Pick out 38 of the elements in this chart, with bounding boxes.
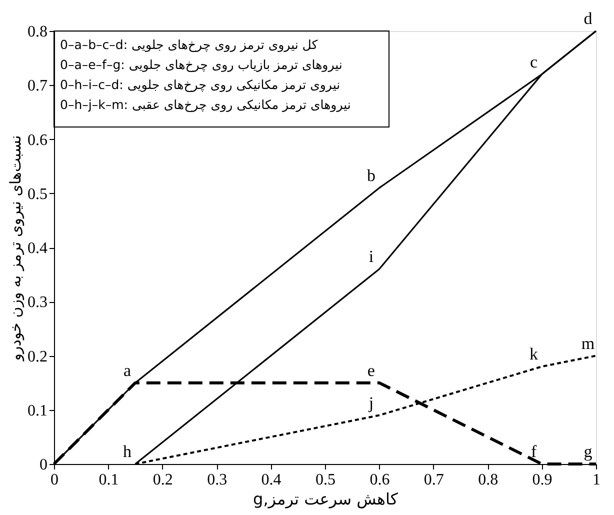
annotation: m [581, 334, 595, 353]
y-tick-label: 0.2 [28, 348, 48, 366]
y-tick-label: 0.5 [28, 186, 48, 203]
annotation: d [584, 9, 593, 28]
x-tick-label: 0.7 [424, 472, 444, 488]
annotation: k [530, 344, 539, 364]
annotation: 0–h–i–c–d: نیروی ترمز مکانیکی روی چرخ‌های جلویی [60, 77, 340, 93]
x-tick-label: 0.3 [207, 472, 228, 488]
y-tick-label: 0.6 [28, 132, 48, 149]
annotation: 0–a–b–c–d: کل نیروی ترمز روی چرخ‌های جلویی [60, 37, 318, 53]
y-tick-label: 0.7 [28, 78, 48, 95]
x-tick-label: 0.4 [261, 472, 282, 488]
annotation: 0–a–e–f–g: نیروهای ترمز بازیاب روی چرخ‌های جلویی [60, 57, 342, 73]
x-tick-label: 0.2 [152, 472, 173, 488]
y-axis-title: نسبت‌های نیروی ترمز به وزن خودرو [6, 135, 24, 362]
annotation: c [530, 52, 538, 72]
annotation: h [123, 442, 132, 461]
x-tick-label: 0.6 [370, 472, 390, 488]
x-tick-label: 0 [50, 472, 58, 488]
x-axis-title: g,کاهش سرعت ترمز [253, 490, 398, 508]
y-tick-label: 0.1 [28, 402, 48, 420]
annotation: a [124, 360, 132, 380]
annotation: j [368, 393, 374, 412]
annotation: b [366, 166, 376, 185]
x-tick-label: 0.5 [316, 472, 336, 488]
x-tick-label: 0.9 [532, 472, 552, 488]
annotation: f [530, 442, 537, 461]
x-tick-label: 1 [592, 472, 600, 488]
annotation: g [584, 442, 593, 461]
annotation: e [367, 360, 375, 380]
y-tick-label: 0.8 [28, 24, 48, 40]
annotation: i [368, 247, 374, 266]
x-tick-label: 0.1 [98, 472, 119, 488]
annotation: 0–h–j–k–m: نیروهای ترمز مکانیکی روی چرخ‌های عقبی [60, 97, 351, 113]
y-tick-label: 0.3 [28, 294, 48, 312]
x-tick-label: 0.8 [478, 472, 498, 488]
y-tick-label: 0.4 [28, 240, 48, 257]
y-tick-label: 0 [40, 456, 48, 474]
